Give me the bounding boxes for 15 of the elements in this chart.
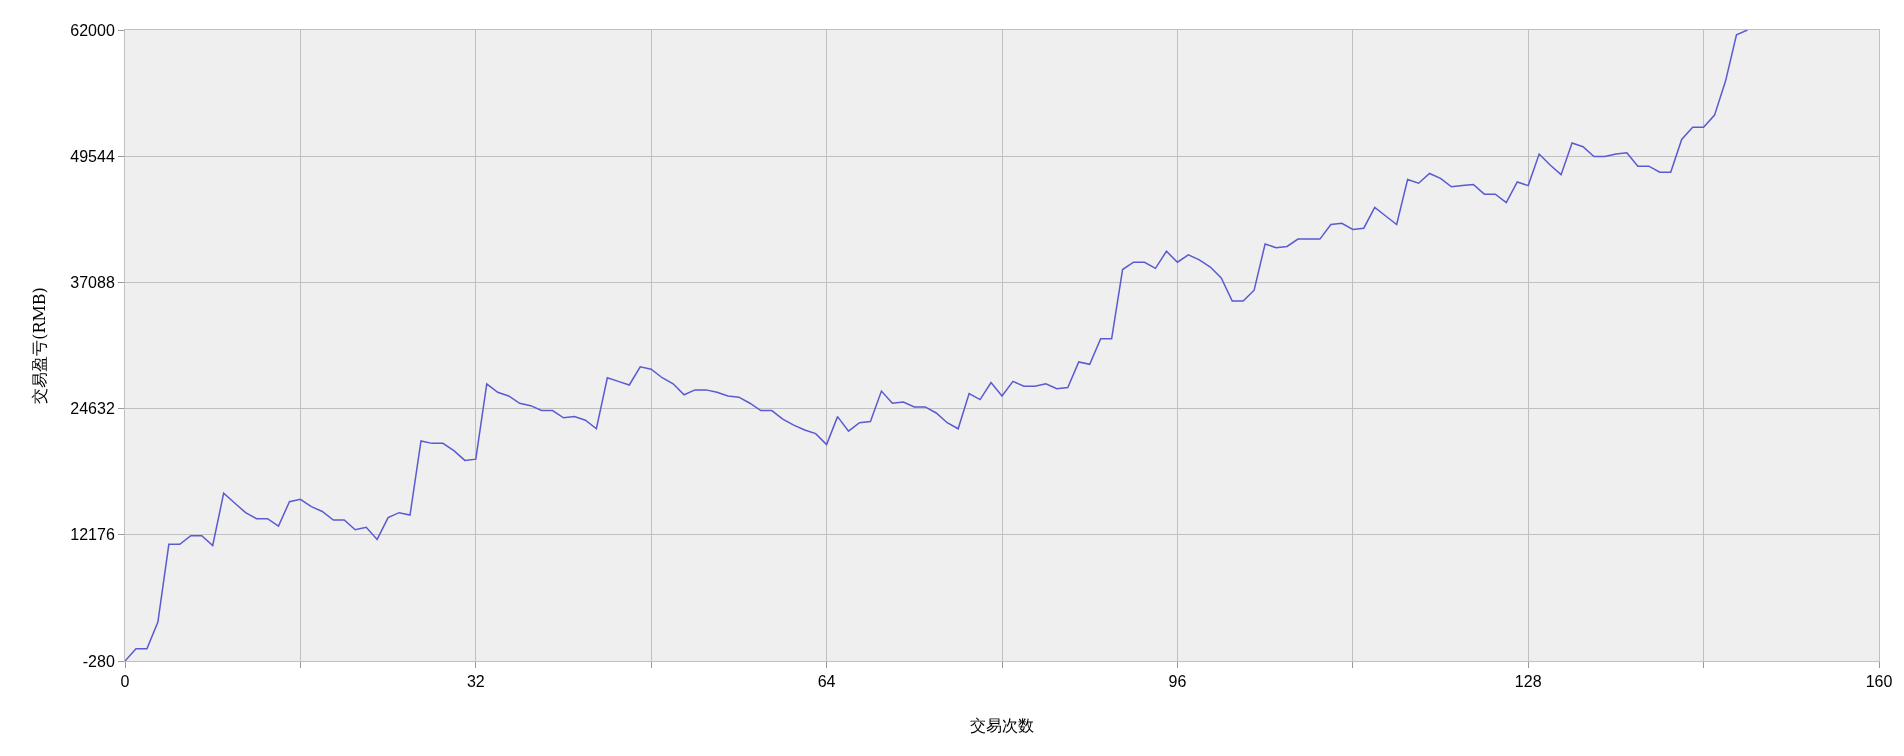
x-tick-label: 160 bbox=[1865, 673, 1893, 691]
x-tick-label: 0 bbox=[120, 673, 130, 691]
y-tick-label: 62000 bbox=[70, 21, 115, 39]
x-tick-label: 64 bbox=[817, 673, 836, 691]
y-axis-title: 交易盈亏(RMB) bbox=[30, 287, 50, 404]
y-tick-label: 12176 bbox=[70, 526, 115, 544]
y-tick-label: 37088 bbox=[70, 274, 115, 291]
x-tick-label: 128 bbox=[1514, 673, 1542, 691]
x-axis-title: 交易次数 bbox=[970, 715, 1034, 735]
x-tick-label: 32 bbox=[466, 673, 485, 691]
line-series bbox=[125, 30, 1749, 661]
y-tick-label: 49544 bbox=[70, 147, 115, 165]
x-tick-label: 96 bbox=[1168, 673, 1187, 691]
y-tick-label: 24632 bbox=[70, 400, 115, 418]
y-tick-label: -280 bbox=[82, 652, 115, 670]
